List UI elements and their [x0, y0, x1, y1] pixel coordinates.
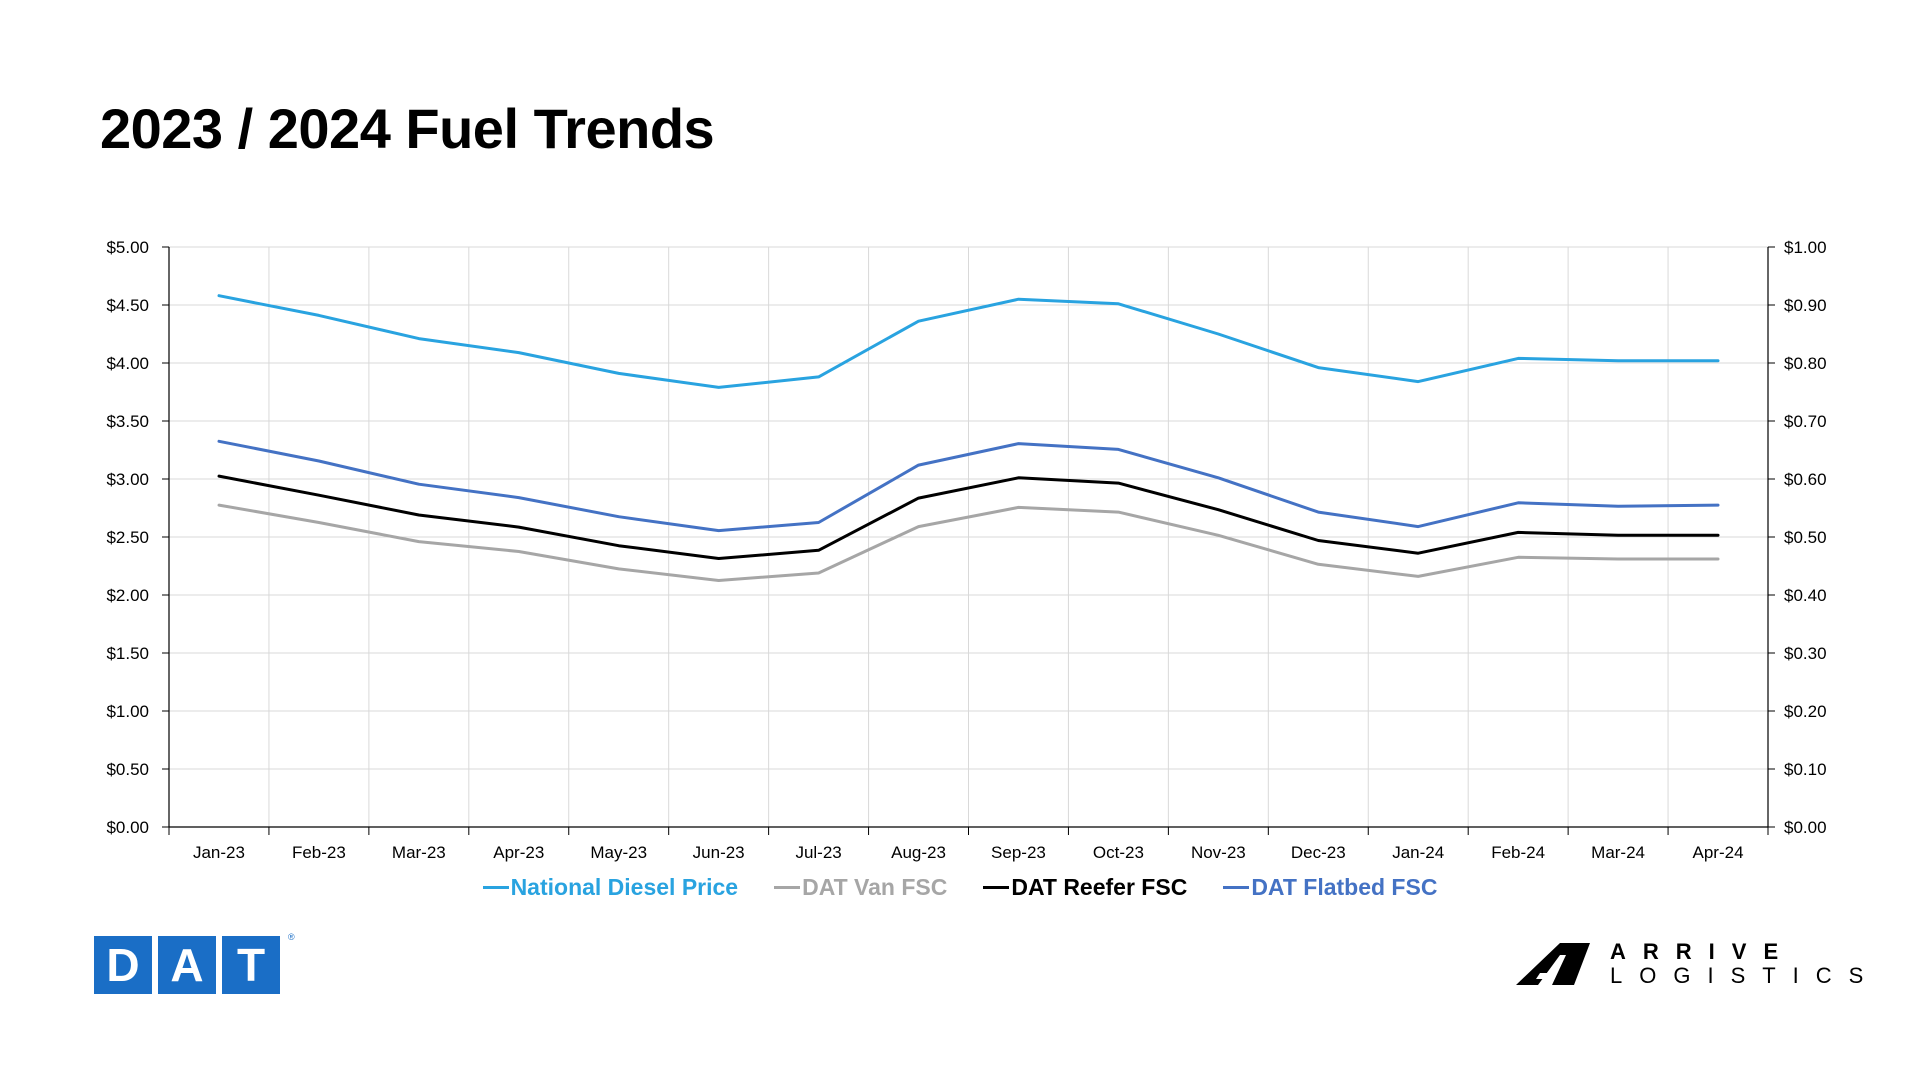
- x-tick-label: Jan-24: [1392, 843, 1444, 862]
- legend-item-dat-reefer-fsc: DAT Reefer FSC: [983, 874, 1187, 901]
- registered-mark: ®: [288, 932, 295, 942]
- page-title: 2023 / 2024 Fuel Trends: [100, 97, 715, 160]
- x-tick-label: Feb-24: [1491, 843, 1545, 862]
- dat-logo-letter-d: D: [94, 936, 152, 994]
- y-right-tick-label: $1.00: [1784, 238, 1827, 257]
- x-tick-label: Jan-23: [193, 843, 245, 862]
- legend-label: DAT Van FSC: [802, 874, 948, 900]
- x-tick-label: Apr-24: [1693, 843, 1744, 862]
- dat-logo-letter-t: T: [222, 936, 280, 994]
- dat-logo: D A T ®: [94, 932, 295, 994]
- arrive-logistics-mark-icon: [1516, 943, 1590, 985]
- legend-label: DAT Reefer FSC: [1011, 874, 1188, 900]
- y-left-tick-label: $4.00: [106, 354, 149, 373]
- legend-swatch: [774, 886, 801, 889]
- x-tick-label: Apr-23: [493, 843, 544, 862]
- y-left-tick-label: $0.00: [106, 818, 149, 837]
- legend-swatch: [482, 886, 509, 889]
- arrive-logo-line1: ARRIVE: [1610, 939, 1796, 964]
- y-left-tick-label: $2.00: [106, 586, 149, 605]
- y-left-tick-label: $1.50: [106, 644, 149, 663]
- x-tick-label: Jun-23: [693, 843, 745, 862]
- series-line-dat-flatbed-fsc: [217, 439, 1720, 533]
- series-line-dat-reefer-fsc: [217, 474, 1720, 560]
- y-right-tick-label: $0.70: [1784, 412, 1827, 431]
- x-tick-label: Mar-23: [392, 843, 446, 862]
- legend-swatch: [1223, 886, 1250, 889]
- x-tick-label: Feb-23: [292, 843, 346, 862]
- series-line-dat-van-fsc: [217, 503, 1720, 582]
- y-left-tick-label: $0.50: [106, 760, 149, 779]
- legend-label: DAT Flatbed FSC: [1251, 874, 1438, 900]
- legend-item-dat-flatbed-fsc: DAT Flatbed FSC: [1223, 874, 1437, 901]
- arrive-logistics-logo: ARRIVE LOGISTICS: [1516, 940, 1880, 988]
- y-right-tick-label: $0.90: [1784, 296, 1827, 315]
- y-left-tick-label: $5.00: [106, 238, 149, 257]
- y-left-tick-label: $3.50: [106, 412, 149, 431]
- x-tick-label: Jul-23: [795, 843, 841, 862]
- x-tick-label: Mar-24: [1591, 843, 1645, 862]
- y-left-tick-label: $2.50: [106, 528, 149, 547]
- x-tick-label: Nov-23: [1191, 843, 1246, 862]
- y-right-tick-label: $0.20: [1784, 702, 1827, 721]
- x-tick-label: Dec-23: [1291, 843, 1346, 862]
- chart-legend: National Diesel Price DAT Van FSC DAT Reef…: [0, 874, 1920, 901]
- y-right-tick-label: $0.10: [1784, 760, 1827, 779]
- dat-logo-letter-a: A: [158, 936, 216, 994]
- y-left-tick-label: $3.00: [106, 470, 149, 489]
- arrive-logo-line2: LOGISTICS: [1610, 963, 1881, 988]
- legend-item-dat-van-fsc: DAT Van FSC: [774, 874, 947, 901]
- x-tick-label: May-23: [590, 843, 647, 862]
- legend-item-national-diesel-price: National Diesel Price: [482, 874, 739, 901]
- y-left-tick-label: $4.50: [106, 296, 149, 315]
- series-line-national-diesel-price: [217, 294, 1720, 389]
- y-right-tick-label: $0.40: [1784, 586, 1827, 605]
- y-right-tick-label: $0.60: [1784, 470, 1827, 489]
- y-right-tick-label: $0.50: [1784, 528, 1827, 547]
- x-tick-label: Sep-23: [991, 843, 1046, 862]
- y-right-tick-label: $0.80: [1784, 354, 1827, 373]
- y-left-tick-label: $1.00: [106, 702, 149, 721]
- x-tick-label: Oct-23: [1093, 843, 1144, 862]
- legend-label: National Diesel Price: [510, 874, 739, 900]
- y-right-tick-label: $0.30: [1784, 644, 1827, 663]
- y-right-tick-label: $0.00: [1784, 818, 1827, 837]
- x-tick-label: Aug-23: [891, 843, 946, 862]
- legend-swatch: [983, 886, 1010, 889]
